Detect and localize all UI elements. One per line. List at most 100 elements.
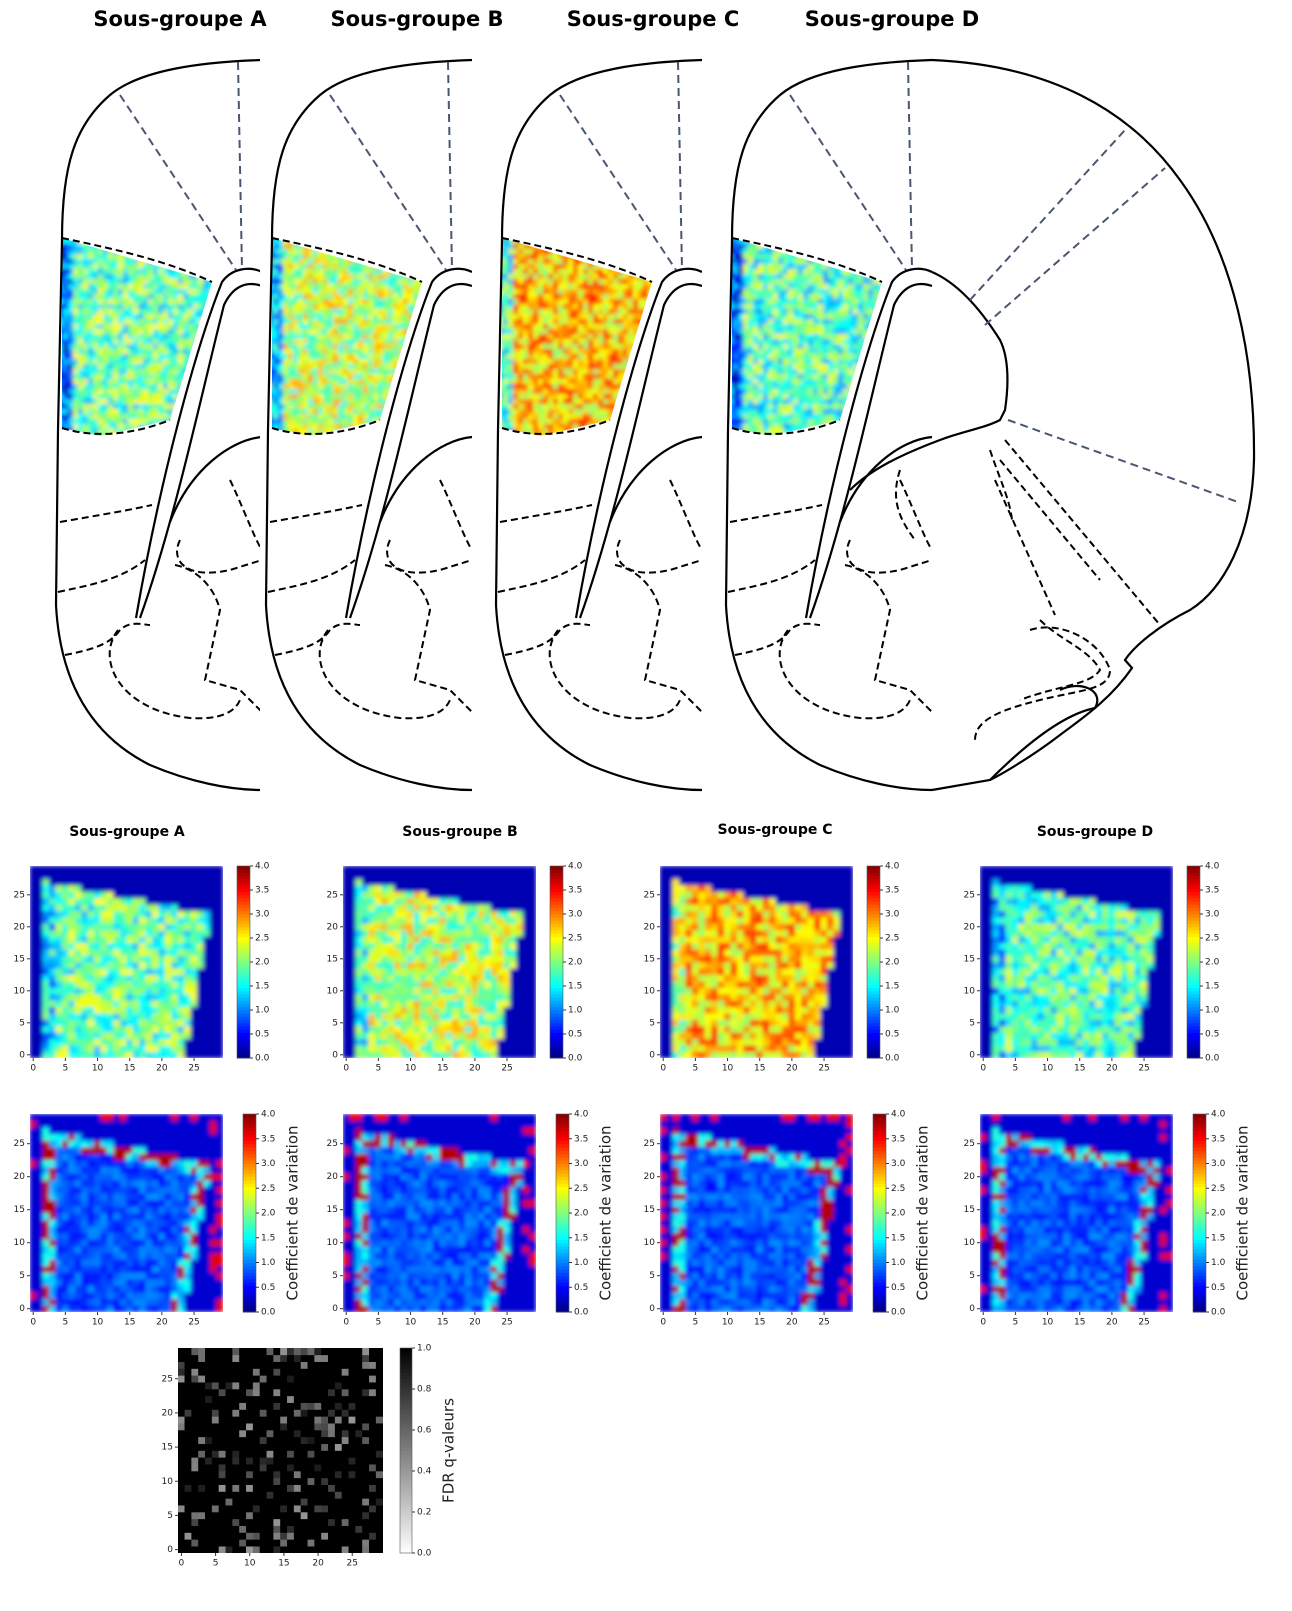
texture-cell [103, 334, 108, 339]
texture-cell [733, 314, 738, 319]
texture-cell [798, 279, 803, 284]
texture-cell [788, 274, 793, 279]
texture-cell [548, 419, 553, 424]
texture-cell [503, 294, 508, 299]
texture-cell [558, 374, 563, 379]
texture-cell [528, 384, 533, 389]
texture-cell [73, 389, 78, 394]
texture-cell [333, 419, 338, 424]
texture-cell [273, 364, 278, 369]
texture-cell [123, 279, 128, 284]
texture-cell [528, 254, 533, 259]
texture-cell [768, 274, 773, 279]
texture-cell [838, 344, 843, 349]
texture-cell [538, 279, 543, 284]
texture-cell [113, 329, 118, 334]
texture-cell [598, 279, 603, 284]
texture-cell [853, 284, 858, 289]
texture-cell [523, 374, 528, 379]
texture-cell [593, 349, 598, 354]
texture-cell [743, 314, 748, 319]
texture-cell [188, 314, 193, 319]
texture-cell [558, 409, 563, 414]
texture-cell [318, 284, 323, 289]
texture-cell [358, 374, 363, 379]
texture-cell [108, 369, 113, 374]
texture-cell [608, 384, 613, 389]
texture-cell [618, 274, 623, 279]
texture-cell [513, 309, 518, 314]
texture-cell [328, 394, 333, 399]
texture-cell [148, 329, 153, 334]
texture-cell [518, 364, 523, 369]
texture-cell [773, 319, 778, 324]
texture-cell [583, 379, 588, 384]
texture-cell [198, 299, 203, 304]
texture-cell [753, 249, 758, 254]
texture-cell [163, 364, 168, 369]
texture-cell [63, 244, 68, 249]
texture-cell [318, 264, 323, 269]
texture-cell [83, 364, 88, 369]
texture-cell [502, 359, 503, 364]
texture-cell [198, 289, 203, 294]
texture-cell [173, 369, 178, 374]
texture-cell [798, 264, 803, 269]
texture-cell [848, 274, 853, 279]
texture-cell [272, 404, 273, 409]
texture-cell [283, 414, 288, 419]
texture-cell [608, 299, 613, 304]
texture-cell [143, 329, 148, 334]
texture-cell [298, 399, 303, 404]
texture-cell [778, 289, 783, 294]
texture-cell [88, 279, 93, 284]
texture-cell [863, 284, 868, 289]
texture-cell [158, 414, 163, 419]
texture-cell [158, 309, 163, 314]
texture-cell [738, 364, 743, 369]
texture-cell [738, 374, 743, 379]
texture-cell [803, 269, 808, 274]
texture-cell [583, 309, 588, 314]
texture-cell [553, 294, 558, 299]
texture-cell [133, 329, 138, 334]
texture-cell [598, 354, 603, 359]
texture-cell [308, 399, 313, 404]
texture-cell [123, 299, 128, 304]
texture-cell [733, 349, 738, 354]
texture-cell [808, 319, 813, 324]
texture-cell [563, 424, 568, 429]
texture-cell [583, 314, 588, 319]
texture-cell [133, 349, 138, 354]
texture-cell [803, 294, 808, 299]
texture-cell [73, 244, 78, 249]
texture-cell [393, 274, 398, 279]
texture-cell [783, 259, 788, 264]
texture-cell [308, 264, 313, 269]
texture-cell [518, 354, 523, 359]
texture-cell [343, 404, 348, 409]
texture-cell [778, 294, 783, 299]
texture-cell [788, 374, 793, 379]
texture-cell [293, 394, 298, 399]
texture-cell [818, 309, 823, 314]
texture-cell [748, 354, 753, 359]
texture-cell [128, 414, 133, 419]
texture-cell [278, 249, 283, 254]
texture-cell [778, 269, 783, 274]
texture-cell [528, 374, 533, 379]
texture-cell [808, 304, 813, 309]
texture-cell [828, 274, 833, 279]
texture-cell [313, 369, 318, 374]
texture-cell [98, 284, 103, 289]
texture-cell [543, 364, 548, 369]
texture-cell [563, 384, 568, 389]
texture-cell [393, 334, 398, 339]
texture-cell [113, 259, 118, 264]
texture-cell [598, 339, 603, 344]
texture-cell [753, 299, 758, 304]
texture-cell [103, 249, 108, 254]
texture-cell [388, 369, 393, 374]
texture-cell [308, 294, 313, 299]
texture-cell [313, 414, 318, 419]
